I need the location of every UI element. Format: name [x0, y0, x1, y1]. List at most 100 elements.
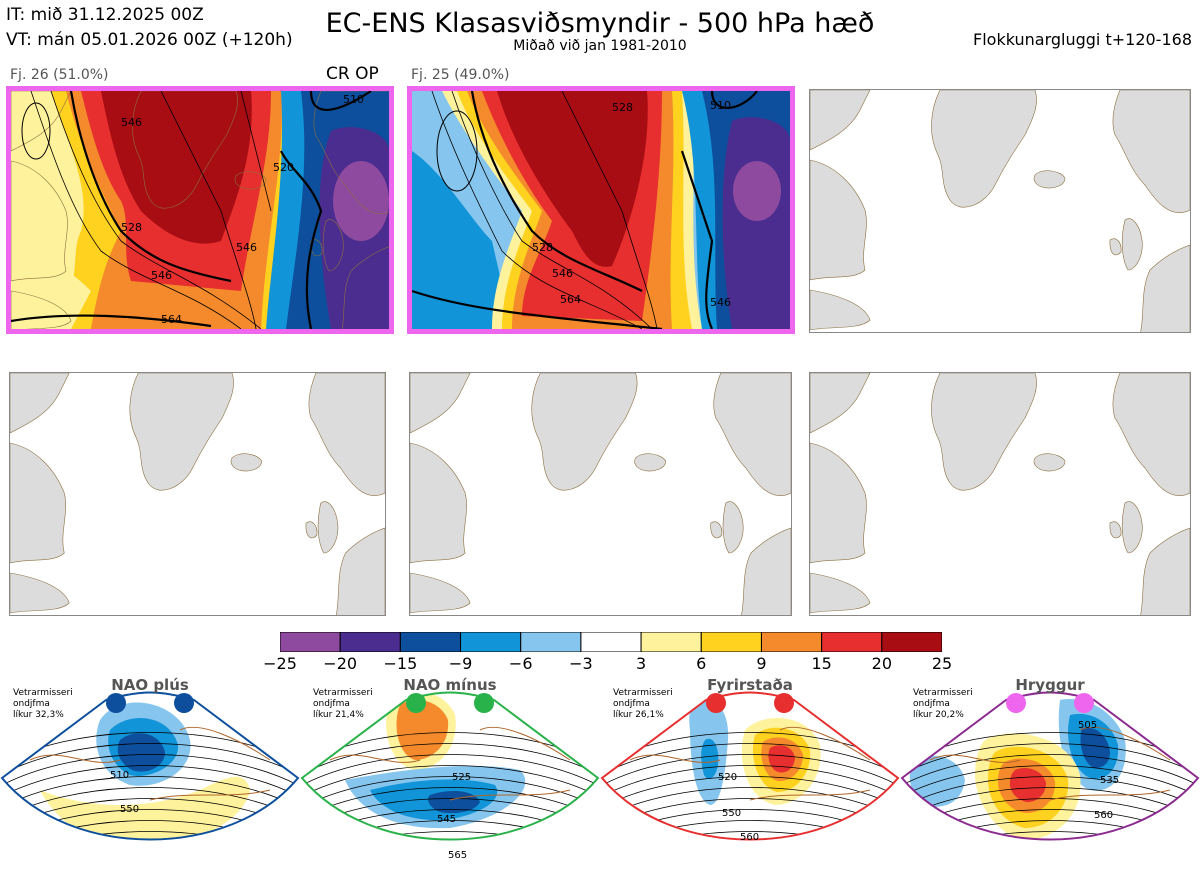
regime-contour-label: 505 — [1078, 720, 1097, 731]
regime-anomaly-area — [768, 745, 795, 773]
regime-probability-text: ondjfma — [613, 699, 650, 709]
regime-anomaly-area — [741, 718, 821, 805]
regime-probability-text: ondjfma — [913, 699, 950, 709]
regime-contour — [302, 776, 598, 815]
cluster-1-contour-label: 510 — [343, 93, 364, 106]
regime-probability-text: Vetrarmisseri — [313, 688, 373, 698]
cluster-1-contour-label: 528 — [121, 221, 142, 234]
empty-map-panel — [9, 372, 386, 616]
regime-contour-label: 545 — [437, 814, 456, 825]
regime-anomaly-area — [701, 738, 719, 779]
regime-contour — [902, 820, 1198, 840]
cluster-2-label: Fj. 25 (49.0%) — [411, 67, 510, 83]
regime-anomaly-area — [108, 718, 179, 776]
regime-dot — [174, 693, 194, 713]
regime-contour — [602, 765, 898, 804]
regime-contour — [902, 765, 1198, 804]
page-title: EC-ENS Klasasviðsmyndir - 500 hPa hæð — [325, 8, 875, 39]
valid-time: VT: mán 05.01.2026 00Z (+120h) — [6, 30, 293, 50]
cluster-2-contour-label: 546 — [710, 296, 731, 309]
regime-anomaly-area — [975, 733, 1081, 840]
cluster-1-contour-label: 546 — [151, 269, 172, 282]
cluster-1-tag: CR OP — [326, 64, 379, 84]
regime-contour-label: 565 — [448, 850, 467, 861]
regime-contour — [602, 732, 898, 771]
regime-anomaly-area — [752, 727, 811, 792]
regime-contour — [2, 754, 298, 793]
regime-contour — [2, 798, 298, 837]
regime-anomaly-area — [40, 776, 250, 840]
base-map — [810, 90, 1190, 332]
colorbar-swatch — [580, 631, 642, 653]
cluster-1-contour-label: 546 — [121, 116, 142, 129]
regime-anomaly-area — [761, 737, 803, 782]
regime-dot — [406, 693, 426, 713]
regime-contour-label: 510 — [110, 770, 129, 781]
regime-probability-text: Vetrarmisseri — [613, 688, 673, 698]
regime-contour — [902, 732, 1198, 771]
colorbar-swatch — [460, 631, 522, 653]
regime-contour-label: 525 — [452, 772, 471, 783]
regime-contour — [2, 787, 298, 826]
cluster-2-contour-label: 564 — [560, 293, 581, 306]
regime-coastline — [329, 726, 571, 801]
regime-dot — [774, 693, 794, 713]
empty-map-panel — [409, 372, 792, 616]
regime-contour — [602, 743, 898, 782]
regime-anomaly-area — [909, 755, 965, 807]
colorbar-tick-label: −15 — [383, 654, 418, 673]
regime-anomaly-area — [96, 702, 191, 786]
regime-anomaly-area — [988, 746, 1069, 828]
colorbar — [279, 631, 943, 653]
regime-probability-text: líkur 20,2% — [913, 710, 964, 720]
colorbar-tick-label: 15 — [811, 654, 832, 673]
regime-contour — [302, 754, 598, 793]
colorbar-tick-label: −25 — [263, 654, 297, 673]
regime-probability-text: ondjfma — [13, 699, 50, 709]
regime-name: Fyrirstaða — [707, 676, 793, 694]
regime-anomaly-area — [1080, 727, 1110, 768]
colorbar-swatch — [760, 631, 823, 653]
regime-contour — [902, 809, 1198, 840]
colorbar-tick-label: −20 — [323, 654, 358, 673]
regime-contour — [2, 776, 298, 815]
regime-anomaly-area — [998, 758, 1056, 814]
cluster-1-contour-label: 546 — [236, 241, 257, 254]
regime-contour — [602, 831, 898, 840]
colorbar-tick-label: 9 — [756, 654, 767, 673]
colorbar-swatch — [700, 631, 762, 653]
regime-contour-label: 520 — [718, 772, 737, 783]
regime-contour — [2, 809, 298, 840]
cluster-1-contour-label: 564 — [161, 313, 182, 326]
regime-contour — [302, 809, 598, 840]
cluster-2-contour-label: 510 — [710, 99, 731, 112]
colorbar-tick-label: 3 — [635, 654, 647, 673]
regime-anomaly-area — [117, 733, 165, 772]
cluster-1-contour-label: 520 — [273, 161, 294, 174]
colorbar-swatch — [881, 631, 943, 653]
regime-probability-text: líkur 32,3% — [13, 710, 64, 720]
regime-contour — [902, 798, 1198, 837]
empty-map-panel — [809, 89, 1191, 333]
regime-anomaly-area — [1012, 849, 1044, 861]
regime-name: Hryggur — [1015, 676, 1085, 694]
cluster-2-map: 510 528 528 546 546 564 — [407, 86, 795, 334]
cluster-2-contour-label: 546 — [552, 267, 573, 280]
base-map — [410, 373, 791, 615]
regime-contour — [302, 732, 598, 771]
regime-contour — [302, 765, 598, 804]
regime-anomaly-area — [428, 790, 480, 814]
colorbar-swatch — [821, 631, 883, 653]
colorbar-tick-label: 6 — [696, 654, 707, 673]
regime-contour — [2, 743, 298, 782]
colorbar-tick-label: −6 — [508, 654, 533, 673]
regime-contour — [302, 787, 598, 826]
regime-contour — [2, 732, 298, 771]
colorbar-swatch — [520, 631, 582, 653]
regime-contour — [902, 787, 1198, 826]
colorbar-swatch — [399, 631, 462, 653]
regime-contour-label: 560 — [1094, 810, 1113, 821]
regime-anomaly-area — [689, 699, 729, 805]
regime-contour — [2, 765, 298, 804]
colorbar-swatches — [279, 631, 943, 653]
